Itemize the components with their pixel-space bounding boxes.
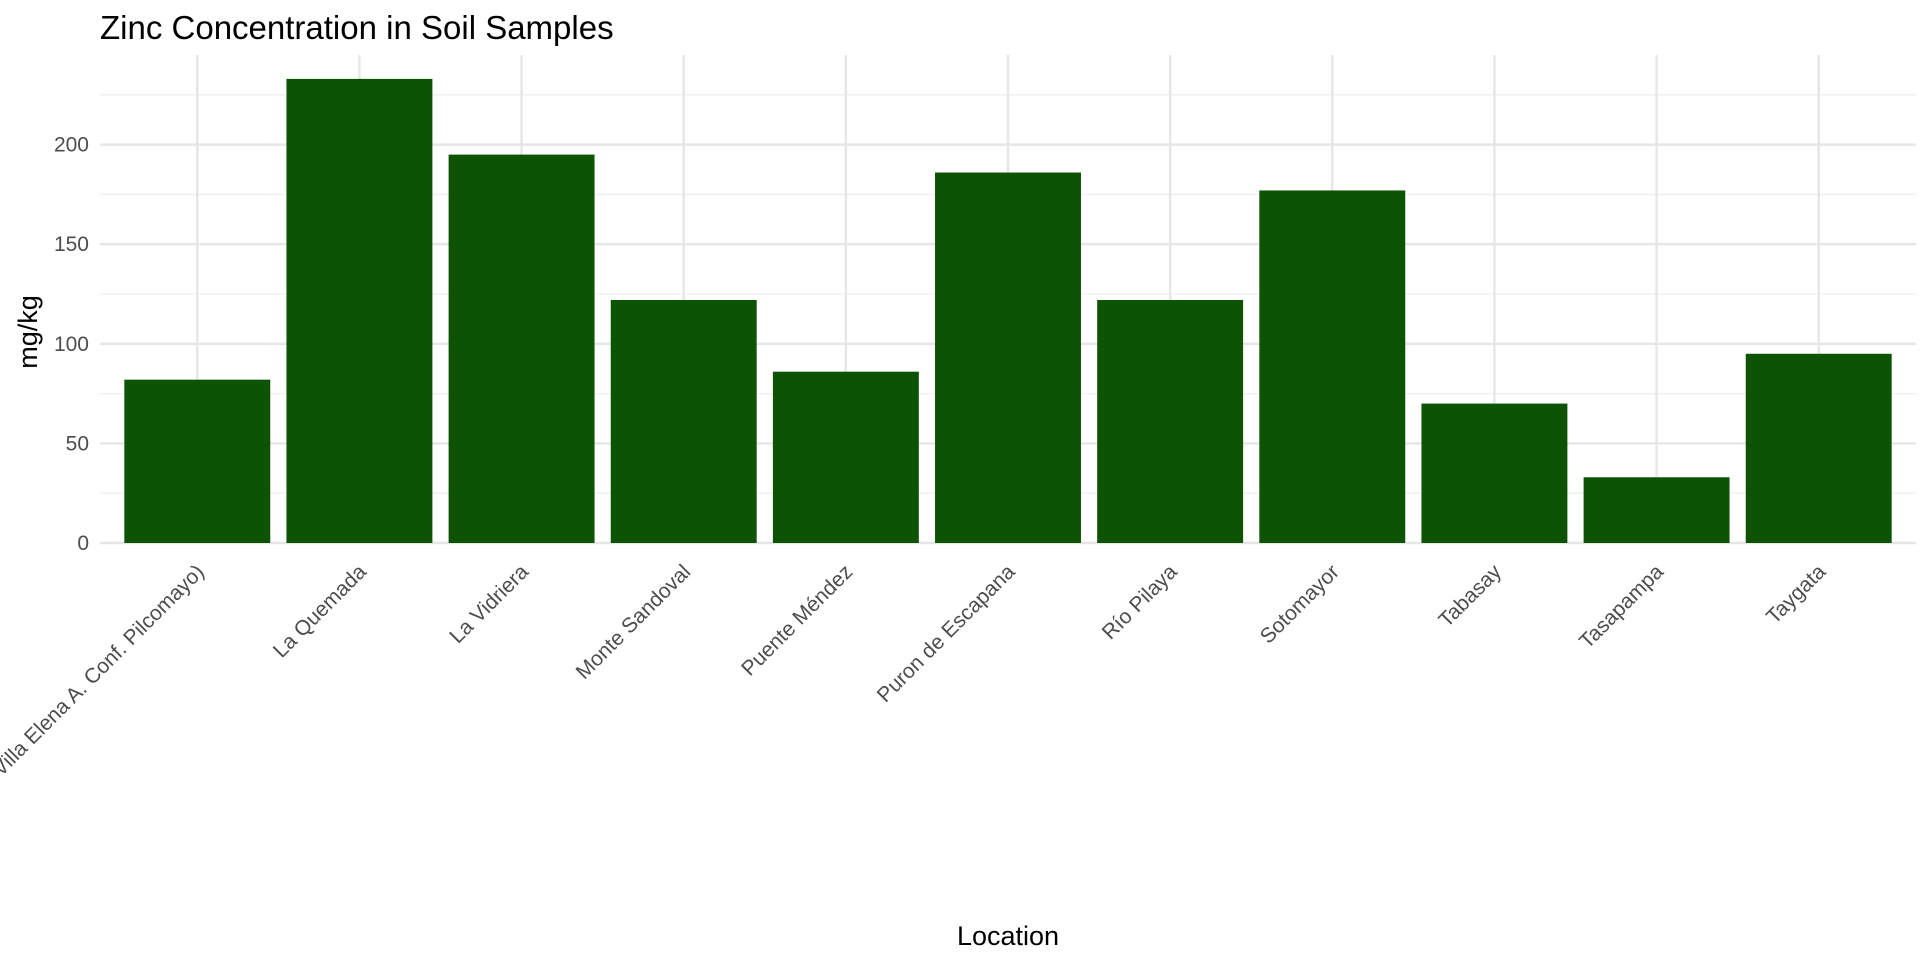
x-tick-label: Sotomayor: [1256, 560, 1344, 648]
y-tick-label: 200: [54, 134, 89, 157]
x-tick-label: Monte Sandoval: [572, 560, 696, 684]
bar: [124, 379, 271, 543]
chart-title: Zinc Concentration in Soil Samples: [100, 9, 614, 46]
x-tick-label: Puron de Escapana: [873, 560, 1020, 707]
x-tick-label: Tasapampa: [1575, 560, 1668, 653]
bar: [286, 78, 433, 543]
x-tick-label: Taygata: [1762, 560, 1830, 628]
bar: [1421, 403, 1568, 543]
bar: [1097, 299, 1244, 543]
y-axis-title: mg/kg: [13, 295, 43, 369]
bar: [1583, 477, 1730, 543]
x-tick-label: Puente Méndez: [737, 560, 857, 680]
x-tick-label: Tabasay: [1434, 560, 1506, 632]
x-tick-label: Río Pilaya: [1098, 560, 1182, 644]
bars: [124, 78, 1892, 544]
x-tick-label: La Quemada: [269, 560, 371, 662]
x-axis-title: Location: [957, 921, 1059, 951]
x-tick-labels: Villa Elena A. Conf. Pilcomayo) La Quemad…: [0, 560, 1830, 781]
y-tick-label: 100: [54, 333, 89, 356]
y-tick-label: 150: [54, 233, 89, 256]
bar: [935, 172, 1081, 543]
x-tick-label: La Vidriera: [445, 560, 533, 648]
bar: [1745, 353, 1892, 543]
x-tick-label: Villa Elena A. Conf. Pilcomayo): [0, 560, 209, 781]
y-tick-label: 0: [77, 532, 89, 555]
bar: [610, 299, 757, 543]
bar: [1259, 190, 1406, 544]
bar: [772, 371, 919, 543]
y-tick-labels: 0 50 100 150 200: [54, 134, 89, 555]
y-tick-label: 50: [66, 432, 89, 455]
bar: [448, 154, 595, 543]
